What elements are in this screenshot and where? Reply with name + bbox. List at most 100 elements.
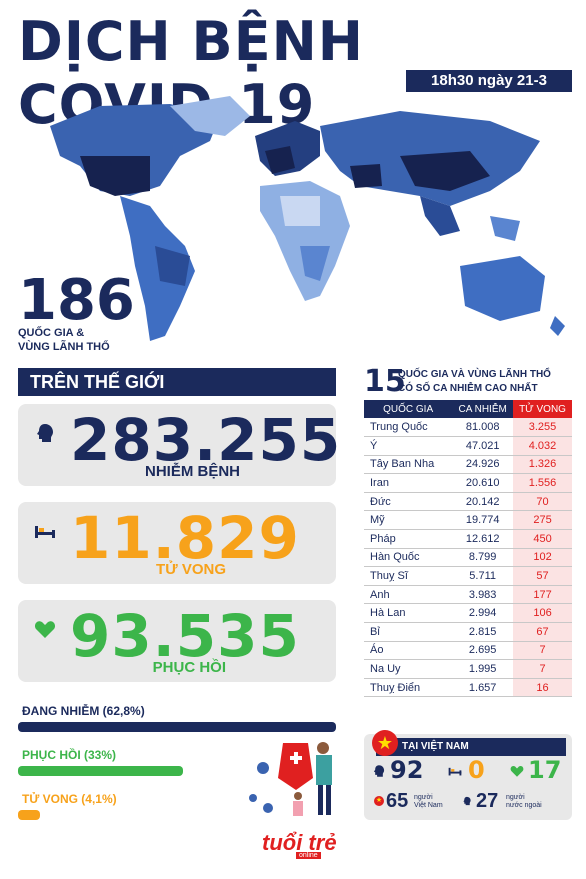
cases-cell: 5.711: [452, 566, 514, 586]
cases-cell: 12.612: [452, 529, 514, 549]
vn-foreigners-label: người nước ngoài: [506, 794, 542, 810]
table-row: Na Uy 1.995 7: [364, 659, 572, 679]
country-cell: Bỉ: [364, 622, 453, 642]
table-row: Thuỵ Điển 1.657 16: [364, 678, 572, 698]
table-row: Anh 3.983 177: [364, 585, 572, 605]
cases-cell: 81.008: [452, 418, 514, 438]
table-row: Thuỵ Sĩ 5.711 57: [364, 566, 572, 586]
bed-icon: [35, 526, 55, 538]
country-cell: Áo: [364, 641, 453, 661]
cases-cell: 20.142: [452, 492, 514, 512]
vn-deaths: 0: [468, 756, 485, 784]
deaths-cell: 7: [513, 641, 572, 661]
country-cell: Hàn Quốc: [364, 548, 453, 568]
table-row: Tây Ban Nha 24.926 1.326: [364, 455, 572, 475]
top15-title-line1: QUỐC GIA VÀ VÙNG LÃNH THỔ: [398, 369, 551, 380]
deaths-cell: 1.556: [513, 473, 572, 493]
vietnam-header: TẠI VIỆT NAM: [376, 738, 566, 756]
cases-cell: 2.695: [452, 641, 514, 661]
top15-title-line2: CÓ SỐ CA NHIỄM CAO NHẤT: [398, 383, 538, 394]
infected-label: NHIỄM BỆNH: [144, 463, 240, 480]
deaths-cell: 67: [513, 622, 572, 642]
vn-foreigners-count: 27: [476, 790, 499, 812]
cases-cell: 1.657: [452, 678, 514, 698]
col-cases: CA NHIỄM: [452, 400, 514, 418]
head-icon: [463, 796, 471, 806]
deaths-cell: 16: [513, 678, 572, 698]
vn-foreigners-label-1: người: [506, 794, 525, 801]
brand-logo-sub: online: [296, 852, 321, 859]
countries-count: 186: [18, 268, 135, 333]
bed-icon: [448, 767, 462, 776]
active-bar: [18, 722, 336, 732]
cases-cell: 1.995: [452, 659, 514, 679]
infected-card: 283.255 NHIỄM BỆNH: [18, 404, 340, 486]
deaths-cell: 177: [513, 585, 572, 605]
country-cell: Mỹ: [364, 510, 453, 531]
deaths-cell: 1.326: [513, 455, 572, 475]
cases-cell: 19.774: [452, 510, 514, 531]
vn-recovered: 17: [528, 756, 562, 784]
countries-label-line1: QUỐC GIA &: [18, 327, 85, 339]
deaths-cell: 3.255: [513, 418, 572, 438]
table-row: Iran 20.610 1.556: [364, 473, 572, 493]
head-icon: [37, 424, 53, 442]
world-map: [50, 96, 565, 341]
top15-title: QUỐC GIA VÀ VÙNG LÃNH THỔ CÓ SỐ CA NHIỄM…: [398, 368, 551, 396]
table-row: Trung Quốc 81.008 3.255: [364, 418, 572, 438]
infected-count: 283.255: [70, 406, 342, 474]
country-cell: Pháp: [364, 529, 453, 549]
table-row: Hàn Quốc 8.799 102: [364, 548, 572, 568]
deaths-cell: 102: [513, 548, 572, 568]
countries-label-line2: VÙNG LÃNH THỔ: [18, 341, 110, 353]
country-cell: Thuỵ Điển: [364, 678, 453, 698]
country-cell: Trung Quốc: [364, 418, 453, 438]
col-deaths: TỬ VONG: [513, 400, 572, 418]
brand-logo: tuổi trẻ: [262, 830, 337, 855]
vn-foreigners-label-2: nước ngoài: [506, 802, 542, 809]
country-cell: Thuỵ Sĩ: [364, 566, 453, 586]
head-icon: [373, 765, 385, 777]
deaths-count: 11.829: [70, 504, 300, 572]
vn-vietnamese-label-2: Việt Nam: [414, 802, 443, 809]
recovered-label: PHỤC HỒI: [152, 659, 226, 676]
cases-cell: 8.799: [452, 548, 514, 568]
recovered-pct-label: PHỤC HỒI (33%): [22, 748, 117, 762]
recovered-count: 93.535: [70, 602, 300, 670]
deaths-cell: 275: [513, 510, 572, 531]
country-cell: Tây Ban Nha: [364, 455, 453, 475]
countries-label: QUỐC GIA & VÙNG LÃNH THỔ: [18, 326, 110, 354]
table-row: Pháp 12.612 450: [364, 529, 572, 549]
deaths-cell: 450: [513, 529, 572, 549]
family-illustration: [249, 742, 332, 816]
heart-icon: [34, 621, 56, 638]
country-cell: Na Uy: [364, 659, 453, 679]
table-row: Mỹ 19.774 275: [364, 510, 572, 531]
col-country: QUỐC GIA: [364, 400, 453, 418]
deaths-bar: [18, 810, 40, 820]
country-cell: Ý: [364, 436, 453, 456]
world-section-header: TRÊN THẾ GIỚI: [18, 368, 336, 396]
vn-vietnamese-label: người Việt Nam: [414, 794, 443, 810]
vietnam-flag-icon: ★: [374, 796, 384, 806]
country-cell: Iran: [364, 473, 453, 493]
timestamp: 18h30 ngày 21-3: [406, 70, 572, 92]
country-cell: Hà Lan: [364, 603, 453, 624]
table-row: Hà Lan 2.994 106: [364, 603, 572, 624]
cases-cell: 3.983: [452, 585, 514, 605]
deaths-label: TỬ VONG: [156, 561, 226, 578]
vn-vietnamese-count: 65: [386, 790, 409, 812]
country-cell: Đức: [364, 492, 453, 512]
cases-cell: 24.926: [452, 455, 514, 475]
active-label: ĐANG NHIỄM (62,8%): [22, 704, 145, 718]
cases-cell: 2.815: [452, 622, 514, 642]
cases-cell: 2.994: [452, 603, 514, 624]
deaths-cell: 70: [513, 492, 572, 512]
deaths-card: 11.829 TỬ VONG: [18, 502, 336, 584]
table-row: Bỉ 2.815 67: [364, 622, 572, 642]
recovered-bar: [18, 766, 183, 776]
recovered-card: 93.535 PHỤC HỒI: [18, 600, 336, 682]
vn-vietnamese-label-1: người: [414, 794, 433, 801]
deaths-pct-label: TỬ VONG (4,1%): [22, 792, 117, 806]
country-cell: Anh: [364, 585, 453, 605]
